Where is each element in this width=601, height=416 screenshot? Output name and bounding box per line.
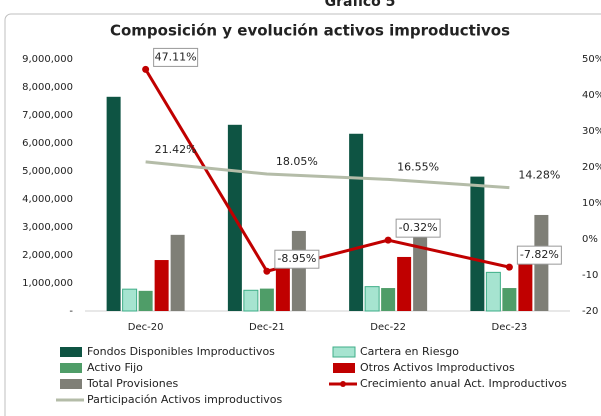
line bbox=[144, 68, 510, 273]
bar bbox=[397, 256, 412, 311]
y-tick-label: 4,000,000 bbox=[22, 194, 73, 205]
data-label: 18.05% bbox=[276, 155, 318, 168]
line-marker bbox=[505, 263, 513, 271]
y-tick-label: 5,000,000 bbox=[22, 166, 73, 177]
chart-frame bbox=[4, 13, 601, 416]
y-tick-label: 9,000,000 bbox=[22, 54, 73, 65]
x-tick-label: Dec-20 bbox=[128, 322, 164, 333]
data-label-box bbox=[516, 245, 562, 265]
bar bbox=[413, 221, 428, 311]
data-label: -0.32% bbox=[399, 221, 438, 234]
legend-swatch bbox=[332, 346, 356, 358]
bar bbox=[485, 271, 501, 312]
data-label: 47.11% bbox=[155, 50, 197, 63]
bar bbox=[154, 260, 169, 311]
y-tick-label: 8,000,000 bbox=[22, 82, 73, 93]
data-label-box bbox=[274, 249, 320, 269]
legend-swatch bbox=[60, 379, 82, 389]
legend-label: Cartera en Riesgo bbox=[360, 345, 459, 358]
y2-tick-label: 20% bbox=[582, 162, 601, 173]
bar bbox=[106, 96, 121, 311]
y-tick-label: 2,000,000 bbox=[22, 250, 73, 261]
data-label: -7.82% bbox=[520, 248, 559, 261]
bar bbox=[243, 289, 259, 312]
bar bbox=[259, 288, 274, 311]
bar bbox=[502, 288, 517, 311]
bar bbox=[275, 260, 290, 311]
bar bbox=[364, 286, 380, 312]
data-label: 16.55% bbox=[397, 160, 439, 173]
legend-label: Activo Fijo bbox=[87, 361, 143, 374]
bar bbox=[138, 290, 153, 311]
heading: Gráfico 5 bbox=[325, 0, 396, 10]
chart-title: Composición y evolución activos improduc… bbox=[110, 22, 510, 40]
line-marker bbox=[384, 236, 392, 244]
x-tick-label: Dec-21 bbox=[249, 322, 285, 333]
line-marker bbox=[142, 65, 150, 73]
bar bbox=[470, 176, 485, 311]
legend-swatch bbox=[60, 347, 82, 357]
line bbox=[145, 160, 510, 190]
bar bbox=[122, 288, 138, 312]
y2-tick-label: -20 bbox=[582, 306, 598, 317]
y-tick-label: - bbox=[69, 306, 73, 317]
data-label-box bbox=[153, 47, 199, 67]
x-tick-label: Dec-22 bbox=[370, 322, 406, 333]
data-label-box bbox=[395, 218, 441, 238]
bar bbox=[291, 230, 306, 311]
y2-tick-label: -10 bbox=[582, 270, 598, 281]
line-marker bbox=[263, 267, 271, 275]
x-tick-label: Dec-23 bbox=[492, 322, 528, 333]
y-tick-label: 3,000,000 bbox=[22, 222, 73, 233]
legend-label: Total Provisiones bbox=[86, 377, 178, 390]
legend-swatch bbox=[333, 363, 355, 373]
bar bbox=[381, 288, 396, 311]
y-tick-label: 1,000,000 bbox=[22, 278, 73, 289]
data-label: 21.42% bbox=[155, 143, 197, 156]
legend-label: Otros Activos Improductivos bbox=[360, 361, 515, 374]
y2-tick-label: 10% bbox=[582, 198, 601, 209]
data-label: -8.95% bbox=[277, 252, 316, 265]
y2-tick-label: 0% bbox=[582, 234, 598, 245]
legend-label: Crecimiento anual Act. Improductivos bbox=[360, 377, 567, 390]
data-label: 14.28% bbox=[518, 169, 560, 182]
bar bbox=[349, 133, 364, 311]
y2-tick-label: 30% bbox=[582, 126, 601, 137]
y2-tick-label: 40% bbox=[582, 90, 601, 101]
y-tick-label: 6,000,000 bbox=[22, 138, 73, 149]
legend-swatch bbox=[60, 363, 82, 373]
bar bbox=[170, 234, 185, 311]
legend-label: Fondos Disponibles Improductivos bbox=[87, 345, 275, 358]
legend-label: Participación Activos improductivos bbox=[87, 393, 282, 406]
y-tick-label: 7,000,000 bbox=[22, 110, 73, 121]
legend-marker bbox=[340, 381, 346, 387]
y2-tick-label: 50% bbox=[582, 54, 601, 65]
